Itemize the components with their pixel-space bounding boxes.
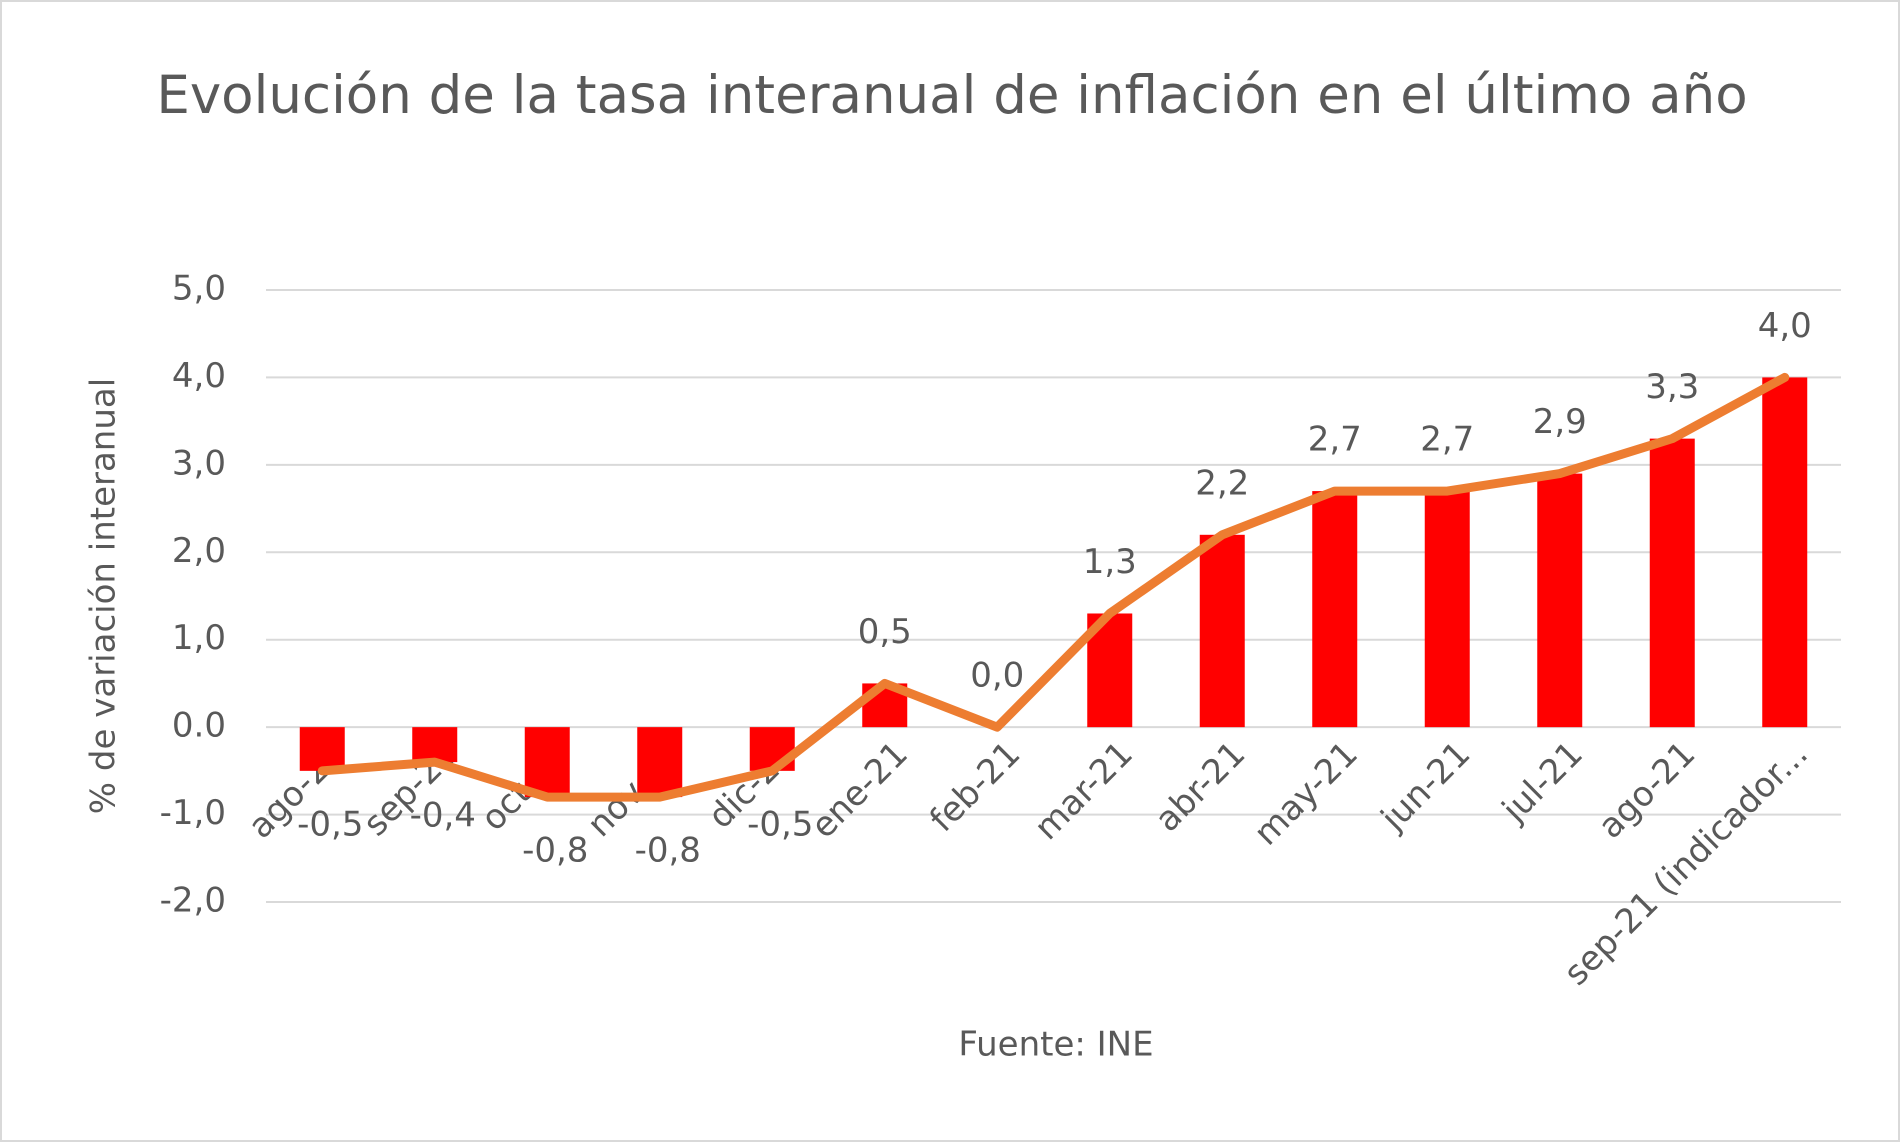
bar bbox=[412, 727, 458, 763]
x-tick-label: jun-21 bbox=[1373, 734, 1478, 839]
bar bbox=[1762, 377, 1808, 728]
y-tick-label: 0.0 bbox=[172, 706, 226, 746]
bar bbox=[524, 727, 570, 798]
data-label: 2,2 bbox=[1195, 463, 1249, 503]
y-tick-label: 3,0 bbox=[172, 443, 226, 483]
x-tick-label: feb-21 bbox=[922, 734, 1028, 840]
chart-title: Evolución de la tasa interanual de infla… bbox=[156, 65, 1748, 126]
data-label: 4,0 bbox=[1758, 306, 1812, 346]
x-tick-label: ene-21 bbox=[803, 734, 915, 846]
data-label: -0,8 bbox=[522, 831, 588, 871]
x-tick-label: mar-21 bbox=[1027, 734, 1141, 848]
bar bbox=[299, 727, 345, 771]
x-tick-label: jul-21 bbox=[1494, 734, 1591, 831]
y-tick-label: 2,0 bbox=[172, 531, 226, 571]
bar bbox=[1199, 534, 1245, 728]
x-tick-label: ago-21 bbox=[1591, 734, 1704, 847]
y-tick-label: 5,0 bbox=[172, 269, 226, 309]
data-label: 2,7 bbox=[1420, 420, 1474, 460]
data-label: 1,3 bbox=[1083, 542, 1137, 582]
bar bbox=[637, 727, 683, 798]
y-tick-label: -1,0 bbox=[160, 793, 226, 833]
line bbox=[317, 372, 1790, 802]
data-label: 2,7 bbox=[1308, 420, 1362, 460]
y-axis-label: % de variación interanual bbox=[84, 378, 124, 814]
data-label: 0,0 bbox=[970, 656, 1024, 696]
data-label: 0,5 bbox=[858, 612, 912, 652]
data-label: -0,5 bbox=[297, 804, 363, 844]
x-tick-label: may-21 bbox=[1246, 734, 1366, 854]
data-label: -0,5 bbox=[747, 804, 813, 844]
bar bbox=[1537, 473, 1583, 728]
bar bbox=[1312, 491, 1358, 728]
data-label: 3,3 bbox=[1645, 367, 1699, 407]
bar bbox=[1424, 491, 1470, 728]
data-label: -0,8 bbox=[635, 831, 701, 871]
source: Fuente: INE bbox=[958, 1025, 1153, 1065]
y-tick-label: -2,0 bbox=[160, 881, 226, 921]
bar bbox=[1649, 438, 1695, 728]
y-tick-label: 4,0 bbox=[172, 356, 226, 396]
y-tick-label: 1,0 bbox=[172, 618, 226, 658]
data-label: -0,4 bbox=[410, 796, 476, 836]
x-tick-label: abr-21 bbox=[1147, 734, 1253, 840]
data-label: 2,9 bbox=[1533, 402, 1587, 442]
